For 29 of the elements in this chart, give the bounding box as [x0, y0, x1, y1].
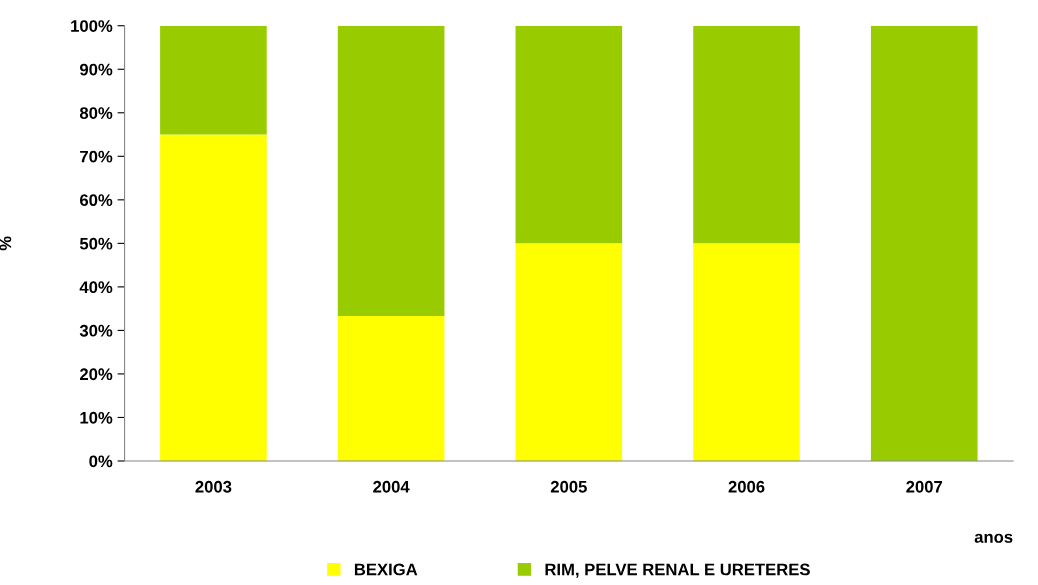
y-tick-label: 60% [80, 194, 113, 207]
x-tick-label: 2004 [373, 480, 410, 493]
bar [693, 25, 800, 244]
bar [337, 25, 445, 317]
y-tick-label: 40% [79, 281, 113, 294]
y-tick-label: 80% [79, 107, 113, 119]
x-tick-label: 2005 [550, 480, 587, 493]
x-tick-label: 2006 [728, 480, 765, 493]
y-tick-label: 100% [71, 20, 113, 32]
y-tick-label: 30% [79, 324, 113, 337]
y-tick-label: 0% [89, 455, 113, 468]
x-tick-label: 2007 [906, 480, 943, 493]
bar [515, 25, 623, 244]
legend-label: RIM, PELVE RENAL E URETERES [545, 563, 810, 578]
bar [870, 25, 978, 461]
bar [337, 316, 445, 461]
x-axis-title: anos [974, 533, 1013, 543]
y-tick-label: 70% [80, 150, 113, 163]
bar [160, 25, 267, 135]
y-tick-label: 50% [79, 237, 113, 250]
legend-label: BEXIGA [354, 563, 418, 576]
x-tick-label: 2003 [195, 480, 232, 493]
y-tick-label: 10% [80, 411, 113, 424]
bar [515, 243, 623, 461]
bar [160, 134, 267, 461]
y-tick-label: 90% [79, 63, 113, 76]
y-axis-title: % [0, 236, 12, 251]
bar [693, 243, 800, 461]
y-tick-label: 20% [79, 368, 113, 381]
